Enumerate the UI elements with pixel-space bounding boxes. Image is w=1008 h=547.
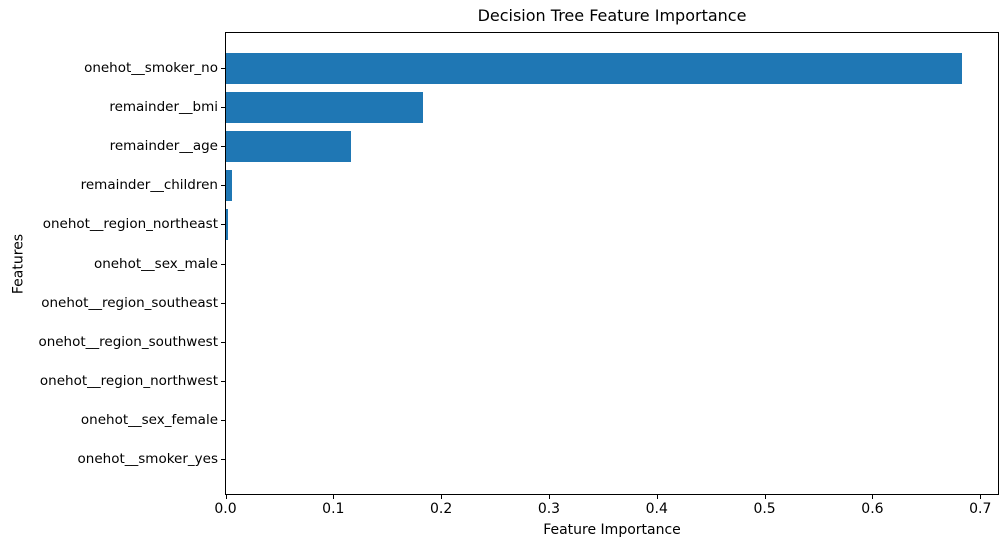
x-tick-label: 0.6 [861, 501, 884, 517]
bar-remainder__bmi [226, 91, 424, 123]
chart-title: Decision Tree Feature Importance [477, 6, 747, 25]
bar-onehot__region_northeast [226, 208, 229, 240]
y-tick-label: onehot__region_southeast [41, 294, 218, 311]
y-tick-label: onehot__smoker_no [84, 60, 218, 76]
y-tick-label: onehot__region_northwest [39, 372, 218, 389]
y-tick-mark [221, 68, 225, 69]
x-tick-mark [226, 495, 227, 499]
y-tick-label: onehot__region_northeast [42, 216, 218, 233]
y-tick-label: remainder__bmi [109, 99, 218, 116]
x-tick-label: 0.5 [753, 501, 776, 517]
x-tick-label: 0.2 [430, 501, 453, 517]
y-tick-mark [221, 224, 225, 225]
y-tick-label: onehot__sex_female [80, 411, 218, 428]
x-tick-mark [872, 495, 873, 499]
x-tick-mark [657, 495, 658, 499]
y-tick-mark [221, 264, 225, 265]
x-tick-label: 0.0 [214, 501, 237, 517]
y-tick-mark [221, 459, 225, 460]
x-tick-label: 0.4 [645, 501, 668, 517]
x-tick-mark [549, 495, 550, 499]
y-tick-mark [221, 303, 225, 304]
x-tick-mark [765, 495, 766, 499]
y-tick-mark [221, 185, 225, 186]
y-tick-label: remainder__age [109, 138, 218, 155]
x-tick-mark [333, 495, 334, 499]
y-tick-label: onehot__smoker_yes [77, 451, 218, 467]
x-tick-label: 0.3 [537, 501, 561, 517]
bar-onehot__smoker_no [226, 52, 963, 84]
plot-area [225, 32, 999, 495]
x-tick-label: 0.1 [322, 501, 345, 517]
x-tick-label: 0.7 [969, 501, 992, 517]
x-tick-mark [980, 495, 981, 499]
y-tick-mark [221, 381, 225, 382]
y-tick-mark [221, 146, 225, 147]
y-tick-label: remainder__children [80, 177, 218, 194]
bar-remainder__children [226, 169, 233, 201]
y-tick-label: onehot__sex_male [93, 255, 218, 272]
x-axis-label: Feature Importance [543, 522, 681, 538]
y-tick-mark [221, 107, 225, 108]
y-tick-mark [221, 342, 225, 343]
bar-remainder__age [226, 130, 352, 162]
y-tick-mark [221, 420, 225, 421]
x-tick-mark [441, 495, 442, 499]
y-tick-label: onehot__region_southwest [38, 333, 218, 350]
